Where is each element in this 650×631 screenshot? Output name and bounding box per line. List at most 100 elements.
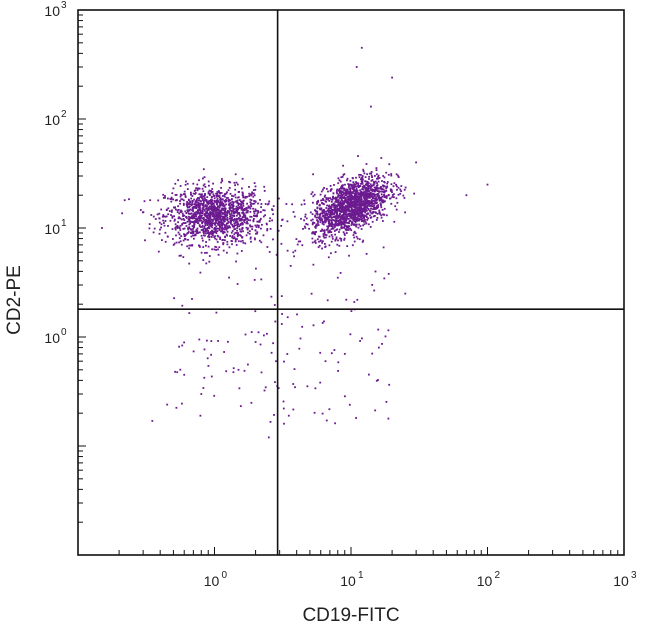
event-point <box>371 352 374 355</box>
event-point <box>209 232 212 235</box>
event-point <box>256 232 258 235</box>
event-point <box>180 243 183 246</box>
event-point <box>344 228 347 231</box>
event-point <box>338 207 341 210</box>
event-point <box>193 216 195 219</box>
event-point <box>239 405 242 407</box>
event-point <box>345 190 348 193</box>
event-point <box>373 190 376 193</box>
event-point <box>353 216 355 219</box>
event-point <box>353 218 356 221</box>
event-point <box>364 180 366 183</box>
event-point <box>362 192 365 195</box>
event-point <box>322 221 325 224</box>
event-point <box>182 222 185 224</box>
event-point <box>215 201 218 203</box>
event-point <box>358 208 361 211</box>
event-point <box>215 216 218 219</box>
event-point <box>203 176 206 178</box>
event-point <box>331 237 334 240</box>
event-point <box>214 245 217 248</box>
event-point <box>215 311 218 314</box>
event-point <box>245 206 248 209</box>
event-point <box>240 240 242 243</box>
event-point <box>385 401 388 403</box>
event-point <box>344 205 347 208</box>
event-point <box>344 211 347 214</box>
event-point <box>377 177 379 180</box>
svg-text:2: 2 <box>61 109 67 120</box>
event-point <box>247 206 250 209</box>
event-point <box>259 343 262 346</box>
event-point <box>197 201 200 204</box>
event-point <box>376 182 378 185</box>
event-point <box>214 200 216 203</box>
event-point <box>244 218 247 221</box>
event-point <box>253 279 256 281</box>
event-point <box>308 227 310 230</box>
event-point <box>225 215 227 218</box>
event-point <box>198 220 201 222</box>
event-point <box>374 201 377 204</box>
event-point <box>215 211 217 214</box>
event-point <box>238 217 240 220</box>
event-point <box>367 217 369 220</box>
event-point <box>221 209 223 211</box>
event-point <box>357 186 360 188</box>
event-point <box>241 222 244 225</box>
event-point <box>378 199 381 202</box>
event-point <box>190 232 192 234</box>
event-point <box>328 204 331 207</box>
event-point <box>182 202 185 205</box>
event-point <box>240 204 242 207</box>
event-point <box>218 196 221 199</box>
event-point <box>360 192 363 195</box>
event-point <box>232 237 235 240</box>
event-point <box>262 215 265 218</box>
event-point <box>180 235 183 237</box>
event-point <box>262 234 265 237</box>
event-point <box>336 196 339 199</box>
event-point <box>350 208 353 211</box>
event-point <box>210 202 213 205</box>
event-point <box>335 198 338 201</box>
event-point <box>360 214 363 217</box>
event-point <box>340 239 343 242</box>
event-point <box>319 208 322 211</box>
event-point <box>169 198 172 200</box>
event-point <box>214 223 216 226</box>
event-point <box>298 347 301 350</box>
event-point <box>235 205 238 208</box>
event-point <box>242 214 245 217</box>
event-point <box>332 209 334 211</box>
event-point <box>318 204 321 207</box>
event-point <box>353 215 356 218</box>
event-point <box>200 200 202 203</box>
event-point <box>234 184 236 187</box>
event-point <box>175 194 178 196</box>
event-point <box>354 208 357 211</box>
x-axis-title: CD19-FITC <box>302 605 399 626</box>
event-point <box>148 223 151 225</box>
event-point <box>243 221 246 224</box>
event-point <box>257 210 259 212</box>
event-point <box>299 337 302 340</box>
event-point <box>345 215 348 217</box>
event-point <box>374 270 377 273</box>
event-point <box>179 229 182 231</box>
event-point <box>176 209 179 212</box>
event-point <box>271 219 273 222</box>
event-point <box>227 200 230 203</box>
event-point <box>367 223 370 226</box>
event-point <box>341 222 344 225</box>
event-point <box>199 214 202 217</box>
event-point <box>243 213 246 216</box>
event-point <box>186 188 189 190</box>
event-point <box>317 235 320 238</box>
event-point <box>373 189 376 192</box>
event-point <box>327 213 329 216</box>
event-point <box>191 230 194 233</box>
event-point <box>248 232 251 235</box>
event-point <box>385 197 388 199</box>
event-point <box>338 179 341 182</box>
